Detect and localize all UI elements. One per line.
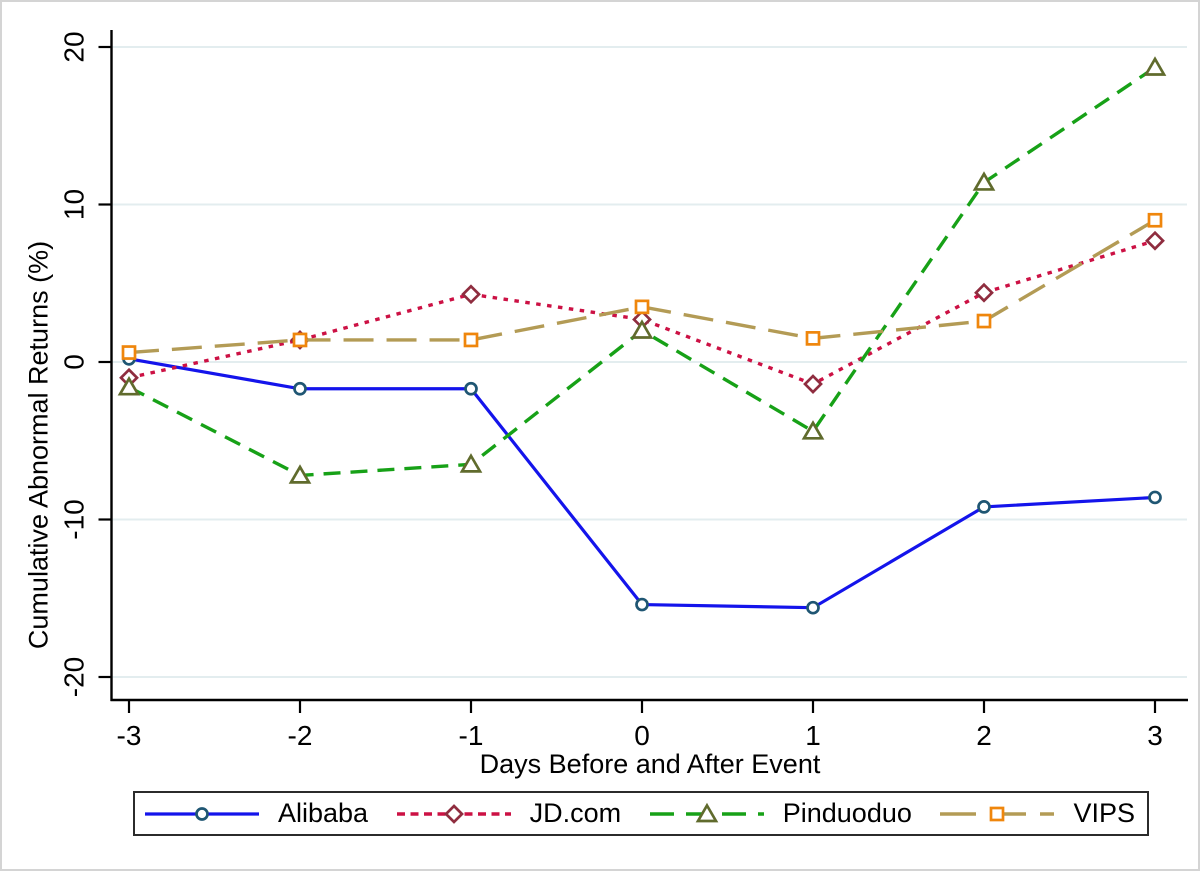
data-point-marker-alibaba <box>1148 490 1162 505</box>
data-point-marker-jdcom <box>803 374 823 394</box>
data-point-marker-pinduoduo <box>801 420 825 440</box>
series-line-alibaba <box>128 357 1156 610</box>
legend-sample-marker <box>195 806 209 821</box>
legend-entry-pinduoduo: Pinduoduo <box>648 798 912 829</box>
legend-line-sample-alibaba <box>145 806 259 821</box>
data-point-marker-jdcom <box>1145 230 1165 251</box>
data-point-marker-pinduoduo <box>1143 56 1167 76</box>
legend-entry-vips: VIPS <box>938 798 1135 829</box>
legend-label-alibaba: Alibaba <box>278 798 369 828</box>
data-point-marker-vips <box>121 345 137 360</box>
legend-entry-alibaba: Alibaba <box>143 798 368 829</box>
data-point-marker-vips <box>292 332 308 348</box>
series-line-pinduoduo <box>128 66 1156 478</box>
legend-sample-marker <box>695 802 719 822</box>
data-point-marker-vips <box>463 332 479 348</box>
legend-line-sample-jdcom <box>396 803 511 824</box>
data-point-marker-jdcom <box>974 282 994 303</box>
y-tick-label: 10 <box>59 189 90 220</box>
x-tick-label: 3 <box>1147 720 1163 751</box>
data-point-marker-jdcom <box>461 284 481 305</box>
data-point-marker-pinduoduo <box>117 376 141 396</box>
y-tick-label: 0 <box>59 354 90 370</box>
legend-label-vips: VIPS <box>1073 798 1135 828</box>
x-tick-label: 2 <box>976 720 992 751</box>
y-tick-label: -20 <box>59 657 90 697</box>
data-point-marker-pinduoduo <box>972 171 996 191</box>
legend-label-jdcom: JD.com <box>529 798 622 828</box>
data-point-marker-alibaba <box>806 600 820 615</box>
data-point-marker-alibaba <box>464 381 478 396</box>
x-tick-label: 0 <box>634 720 650 751</box>
data-point-marker-alibaba <box>293 381 307 396</box>
data-point-marker-vips <box>1147 212 1163 228</box>
legend-label-pinduoduo: Pinduoduo <box>782 798 912 828</box>
x-tick-label: -1 <box>459 720 484 751</box>
data-point-marker-pinduoduo <box>630 319 654 339</box>
data-point-marker-pinduoduo <box>288 464 312 484</box>
chart-legend: Alibaba JD.com Pinduoduo VIPS <box>133 791 1149 836</box>
x-axis-title: Days Before and After Event <box>479 749 821 779</box>
x-tick-label: 1 <box>805 720 821 751</box>
data-point-marker-vips <box>805 331 821 346</box>
x-tick-label: -2 <box>288 720 313 751</box>
y-tick-label: 20 <box>59 31 90 62</box>
legend-line-sample-vips <box>940 806 1055 821</box>
legend-sample-marker <box>990 806 1005 821</box>
data-point-marker-alibaba <box>977 500 991 514</box>
legend-entry-jdcom: JD.com <box>395 798 622 829</box>
legend-sample-marker <box>443 803 464 824</box>
x-tick-label: -3 <box>117 720 142 751</box>
data-point-marker-alibaba <box>635 597 649 612</box>
legend-line-sample-pinduoduo <box>649 802 764 822</box>
y-axis-title: Cumulative Abnormal Returns (%) <box>23 240 54 650</box>
data-point-marker-vips <box>634 299 650 315</box>
data-point-marker-vips <box>976 313 992 329</box>
y-tick-label: -10 <box>59 499 90 539</box>
data-point-marker-pinduoduo <box>459 453 483 473</box>
